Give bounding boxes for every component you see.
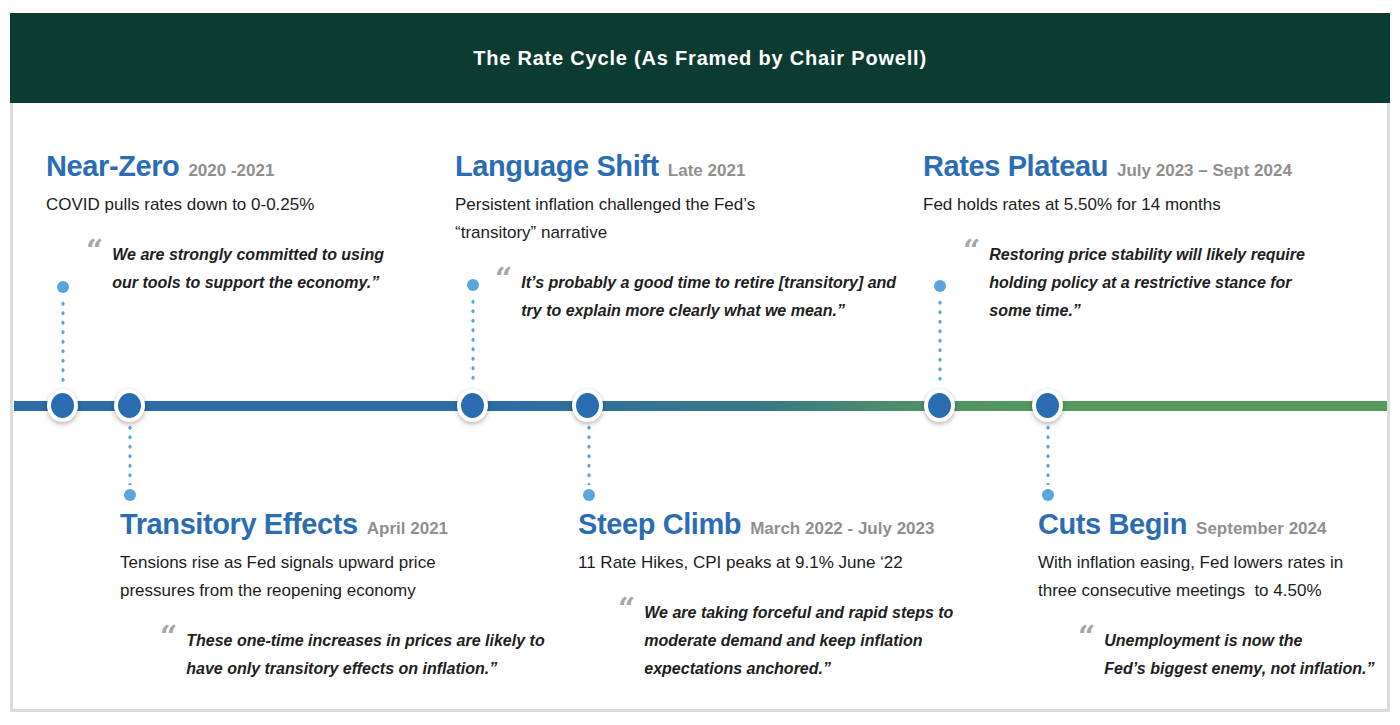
timeline-axis bbox=[14, 401, 1387, 411]
event-quote: “ We are taking forceful and rapid steps… bbox=[618, 599, 953, 683]
timeline-node-steep-climb bbox=[572, 389, 603, 422]
timeline-node-transitory-effects bbox=[114, 389, 145, 422]
event-quote: “ These one-time increases in prices are… bbox=[160, 627, 545, 683]
page-title: The Rate Cycle (As Framed by Chair Powel… bbox=[473, 47, 927, 70]
timeline-node-near-zero bbox=[47, 389, 78, 422]
timeline-node-language-shift bbox=[457, 389, 488, 422]
event-quote: “ We are strongly committed to using our… bbox=[86, 241, 384, 297]
event-title: Steep Climb March 2022 - July 2023 bbox=[578, 508, 953, 541]
marker-dot-transitory-effects bbox=[124, 489, 136, 501]
event-date: September 2024 bbox=[1196, 519, 1326, 538]
open-quote-icon: “ bbox=[1078, 627, 1095, 683]
event-near-zero: Near-Zero 2020 -2021 COVID pulls rates do… bbox=[46, 150, 384, 297]
event-name: Rates Plateau bbox=[923, 150, 1108, 182]
open-quote-icon: “ bbox=[160, 627, 177, 683]
event-rates-plateau: Rates Plateau July 2023 – Sept 2024 Fed h… bbox=[923, 150, 1305, 325]
event-title: Rates Plateau July 2023 – Sept 2024 bbox=[923, 150, 1305, 183]
event-date: April 2021 bbox=[367, 519, 448, 538]
open-quote-icon: “ bbox=[495, 269, 512, 325]
quote-text: Restoring price stability will likely re… bbox=[989, 241, 1305, 325]
event-quote: “ It’s probably a good time to retire [t… bbox=[495, 269, 896, 325]
event-title: Language Shift Late 2021 bbox=[455, 150, 896, 183]
event-quote: “ Restoring price stability will likely … bbox=[963, 241, 1305, 325]
event-date: March 2022 - July 2023 bbox=[750, 519, 934, 538]
quote-text: Unemployment is now the Fed’s biggest en… bbox=[1104, 627, 1374, 683]
event-steep-climb: Steep Climb March 2022 - July 2023 11 Rat… bbox=[578, 508, 953, 683]
event-description: With inflation easing, Fed lowers rates … bbox=[1038, 549, 1375, 605]
event-title: Cuts Begin September 2024 bbox=[1038, 508, 1375, 541]
event-name: Transitory Effects bbox=[120, 508, 358, 540]
event-description: 11 Rate Hikes, CPI peaks at 9.1% June ‘2… bbox=[578, 549, 953, 577]
timeline-node-cuts-begin bbox=[1032, 389, 1063, 422]
event-date: 2020 -2021 bbox=[188, 161, 274, 180]
header-bar: The Rate Cycle (As Framed by Chair Powel… bbox=[10, 13, 1390, 103]
event-description: Fed holds rates at 5.50% for 14 months bbox=[923, 191, 1305, 219]
connector-cuts-begin bbox=[1046, 423, 1050, 485]
event-description: Persistent inflation challenged the Fed’… bbox=[455, 191, 896, 247]
event-language-shift: Language Shift Late 2021 Persistent infla… bbox=[455, 150, 896, 325]
event-name: Language Shift bbox=[455, 150, 659, 182]
event-description: Tensions rise as Fed signals upward pric… bbox=[120, 549, 545, 605]
event-name: Steep Climb bbox=[578, 508, 741, 540]
open-quote-icon: “ bbox=[86, 241, 103, 297]
quote-text: These one-time increases in prices are l… bbox=[186, 627, 544, 683]
connector-near-zero bbox=[61, 299, 65, 385]
event-title: Transitory Effects April 2021 bbox=[120, 508, 545, 541]
quote-text: We are strongly committed to using our t… bbox=[112, 241, 384, 297]
marker-dot-steep-climb bbox=[583, 489, 595, 501]
timeline-node-rates-plateau bbox=[924, 389, 955, 422]
event-transitory-effects: Transitory Effects April 2021 Tensions ri… bbox=[120, 508, 545, 683]
open-quote-icon: “ bbox=[618, 599, 635, 683]
event-date: Late 2021 bbox=[668, 161, 746, 180]
marker-dot-cuts-begin bbox=[1042, 489, 1054, 501]
open-quote-icon: “ bbox=[963, 241, 980, 325]
connector-transitory-effects bbox=[128, 423, 132, 485]
event-date: July 2023 – Sept 2024 bbox=[1117, 161, 1292, 180]
event-cuts-begin: Cuts Begin September 2024 With inflation … bbox=[1038, 508, 1375, 683]
event-quote: “ Unemployment is now the Fed’s biggest … bbox=[1078, 627, 1375, 683]
event-description: COVID pulls rates down to 0-0.25% bbox=[46, 191, 384, 219]
quote-text: It’s probably a good time to retire [tra… bbox=[521, 269, 896, 325]
quote-text: We are taking forceful and rapid steps t… bbox=[644, 599, 953, 683]
event-name: Cuts Begin bbox=[1038, 508, 1187, 540]
event-name: Near-Zero bbox=[46, 150, 179, 182]
connector-steep-climb bbox=[587, 423, 591, 485]
infographic-stage: The Rate Cycle (As Framed by Chair Powel… bbox=[0, 0, 1400, 725]
event-title: Near-Zero 2020 -2021 bbox=[46, 150, 384, 183]
